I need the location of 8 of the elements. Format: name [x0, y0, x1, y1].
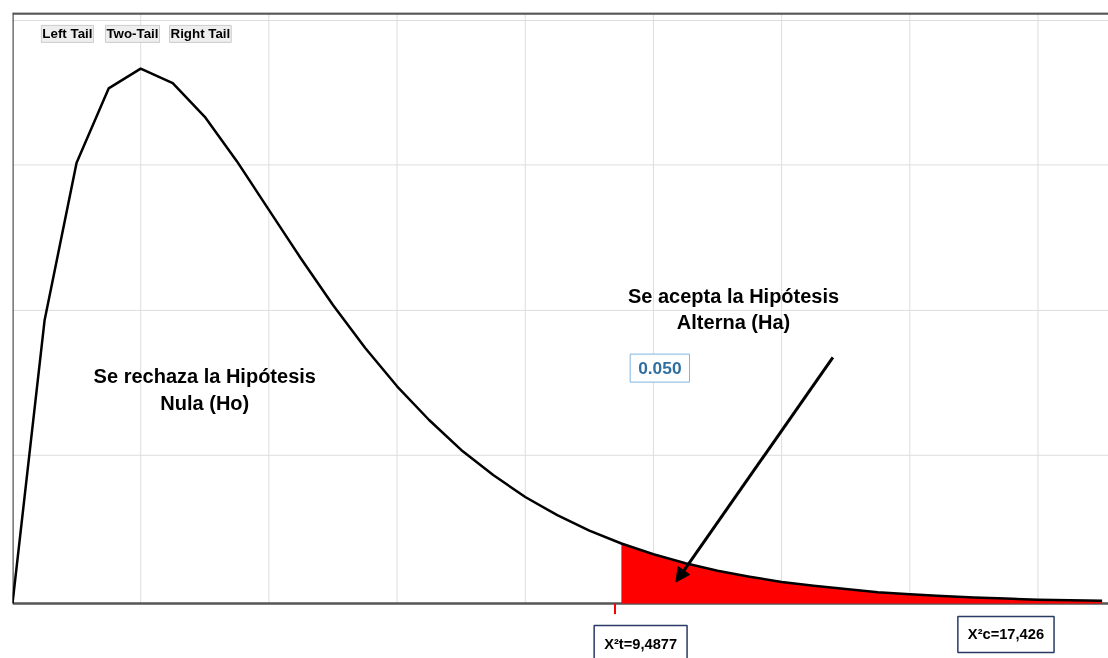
annotation: Se rechaza la Hipótesis Nula (Ho): [93, 365, 316, 414]
text: Right Tail: [170, 26, 231, 42]
annotation: Se acepta la Hipótesis Alterna (Ha): [627, 285, 840, 334]
text: X²t=9,4877: [604, 635, 678, 652]
text: X²c=17,426: [967, 626, 1045, 643]
annotation: 0.050: [638, 358, 682, 379]
text: Left Tail: [42, 26, 93, 42]
text: Two-Tail: [106, 26, 159, 42]
